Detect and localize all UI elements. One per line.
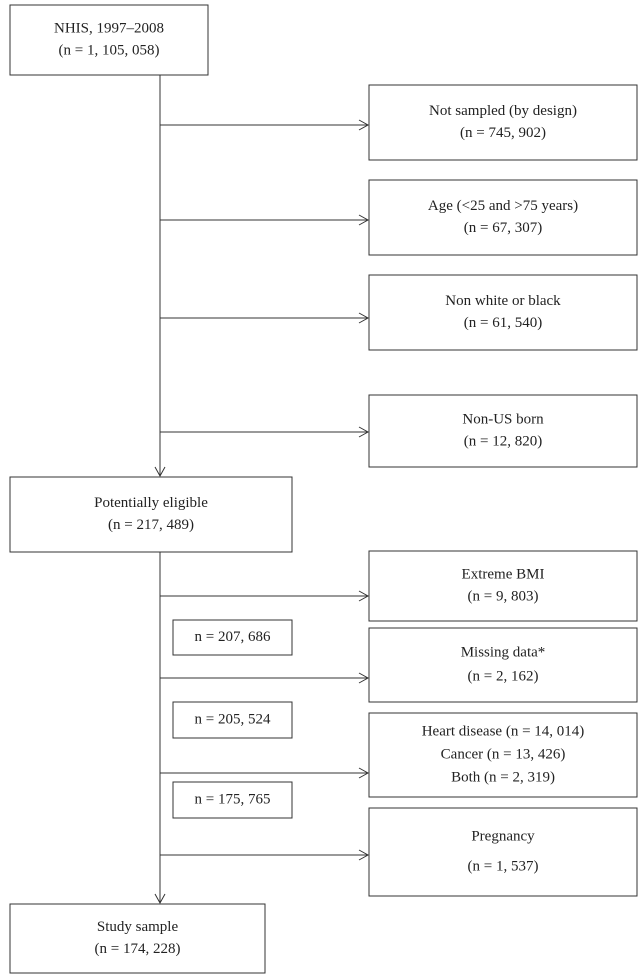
box-label: Study sample	[97, 919, 179, 935]
box	[368, 712, 638, 798]
count-label: n = 205, 524	[195, 711, 271, 727]
box-label: Extreme BMI	[462, 566, 545, 582]
count-label: n = 175, 765	[195, 791, 271, 807]
box	[368, 274, 638, 351]
box-label: (n = 67, 307)	[464, 220, 542, 236]
count-box	[172, 781, 293, 819]
box	[9, 4, 209, 76]
box-label: Non white or black	[445, 293, 561, 309]
box	[368, 550, 638, 622]
box-label: (n = 1, 105, 058)	[59, 42, 160, 58]
box-label: Cancer (n = 13, 426)	[441, 746, 566, 762]
box	[368, 627, 638, 703]
box-label: Age (<25 and >75 years)	[428, 198, 578, 214]
box-label: (n = 9, 803)	[468, 588, 539, 604]
box-label: Non-US born	[462, 411, 544, 427]
box-label: Potentially eligible	[94, 495, 208, 511]
box-label: (n = 745, 902)	[460, 125, 546, 141]
box	[9, 476, 293, 553]
box	[9, 903, 266, 974]
box-label: Missing data*	[461, 644, 546, 660]
boxes: NHIS, 1997–2008 (n = 1, 105, 058) Not samp…	[9, 4, 638, 974]
box	[368, 807, 638, 897]
box-label: (n = 174, 228)	[95, 941, 181, 957]
box-label: (n = 61, 540)	[464, 315, 542, 331]
box-label: (n = 2, 162)	[468, 668, 539, 684]
count-box	[172, 701, 293, 739]
box-label: (n = 217, 489)	[108, 517, 194, 533]
count-box	[172, 619, 293, 656]
box	[368, 179, 638, 256]
box	[368, 84, 638, 161]
box-label: NHIS, 1997–2008	[54, 20, 164, 36]
box-label: Heart disease (n = 14, 014)	[422, 723, 585, 739]
box-label: Both (n = 2, 319)	[451, 769, 555, 785]
box-label: Pregnancy	[471, 828, 535, 844]
connectors	[154, 75, 370, 905]
box-label: (n = 1, 537)	[468, 858, 539, 874]
box-label: Not sampled (by design)	[429, 103, 577, 119]
box	[368, 394, 638, 468]
box-label: (n = 12, 820)	[464, 433, 542, 449]
count-label: n = 207, 686	[195, 629, 271, 645]
